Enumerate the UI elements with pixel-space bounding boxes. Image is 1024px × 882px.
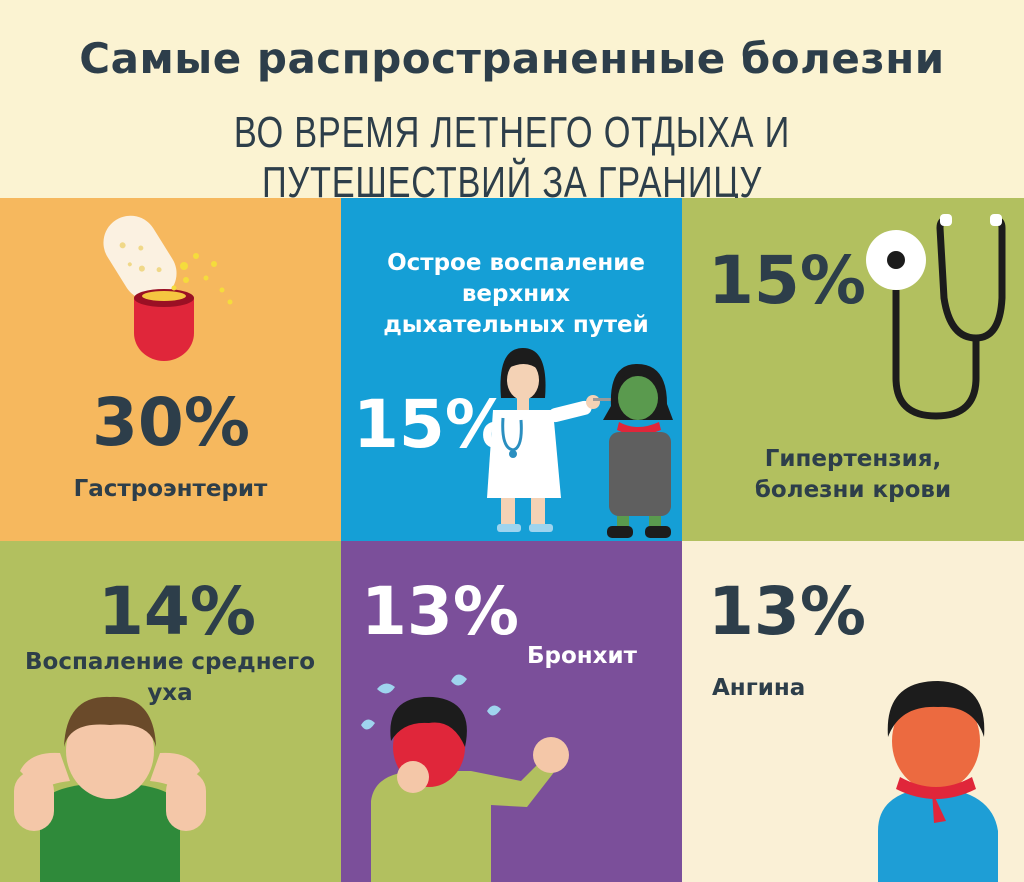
label-otitis: Воспаление среднего уха: [24, 649, 315, 707]
child-with-scarf-icon: [878, 681, 998, 882]
label-gastroenteritis: Гастроэнтерит: [73, 476, 268, 502]
percent-hypertension: 15%: [708, 242, 866, 319]
header: Самые распространенные болезни во время …: [0, 0, 1024, 207]
tile-bronchitis: 13% Бронхит: [341, 541, 682, 882]
percent-angina: 13%: [708, 573, 866, 650]
pill-capsule-icon: [103, 215, 233, 361]
percent-otitis: 14%: [98, 573, 256, 650]
child-covering-ears-icon: [14, 696, 206, 882]
stethoscope-icon: [866, 214, 1006, 420]
label-angina: Ангина: [712, 675, 806, 701]
tile-hypertension: 15% Гипертензия, болезни крови: [682, 198, 1024, 541]
doctor-and-patient-icon: [487, 348, 673, 538]
label-hypertension: Гипертензия, болезни крови: [754, 446, 952, 504]
page-subtitle: во время летнего отдыха и путешествий за…: [233, 108, 791, 207]
tile-upper-respiratory: Острое воспаление верхних дыхательных пу…: [341, 198, 682, 541]
tile-otitis: 14% Воспаление среднего уха: [0, 541, 341, 882]
percent-upper-respiratory: 15%: [353, 386, 511, 463]
coughing-child-icon: [361, 674, 569, 882]
page-title: Самые распространенные болезни: [79, 34, 945, 83]
tile-gastroenteritis: 30% Гастроэнтерит: [0, 198, 341, 541]
label-bronchitis: Бронхит: [527, 643, 637, 669]
percent-bronchitis: 13%: [361, 573, 519, 650]
label-upper-respiratory: Острое воспаление верхних дыхательных пу…: [383, 250, 649, 339]
percent-gastroenteritis: 30%: [92, 384, 250, 461]
tile-angina: 13% Ангина: [682, 541, 1024, 882]
